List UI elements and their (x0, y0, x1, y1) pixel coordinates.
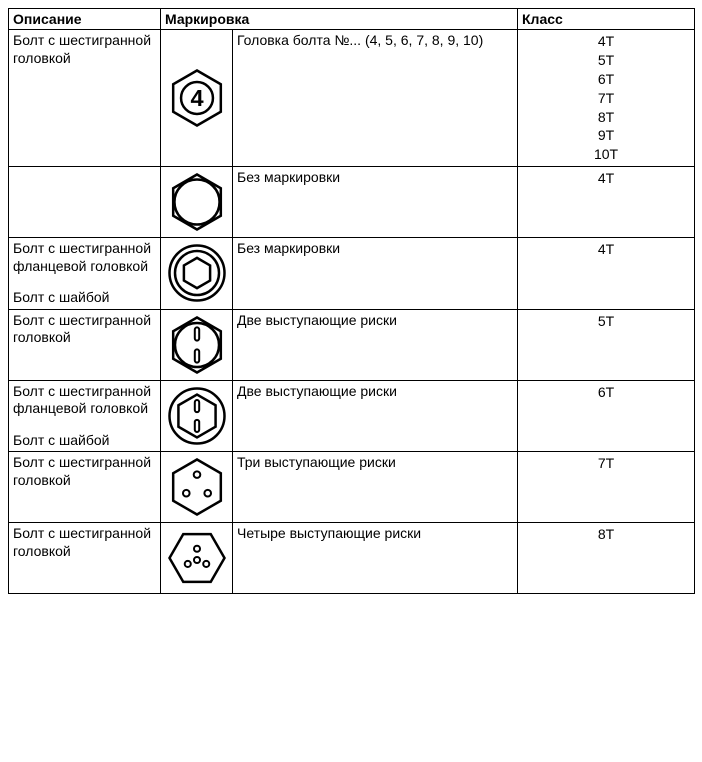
class-value: 8T (522, 525, 690, 544)
marking-cell: Четыре выступающие риски (233, 523, 518, 594)
class-value: 5T (522, 312, 690, 331)
class-value: 4T (522, 169, 690, 188)
svg-text:4: 4 (190, 85, 203, 111)
marking-cell: Три выступающие риски (233, 452, 518, 523)
table-row: Болт с шестигранной фланцевой головкой Бо… (9, 238, 695, 310)
bolt-head-icon (166, 385, 228, 447)
table-body: Болт с шестигранной головкой 4 Головка бол… (9, 30, 695, 594)
description-line: Болт с шайбой (13, 432, 156, 450)
class-value: 6T (522, 70, 690, 89)
table-row: Болт с шестигранной головкой Две выступаю… (9, 309, 695, 380)
description-cell: Болт с шестигранной головкой (9, 452, 161, 523)
description-line (13, 169, 156, 183)
icon-cell (161, 523, 233, 594)
description-line: Болт с шестигранной головкой (13, 525, 156, 560)
description-cell: Болт с шестигранной фланцевой головкой Бо… (9, 380, 161, 452)
class-value: 7T (522, 89, 690, 108)
description-line: Болт с шестигранной головкой (13, 454, 156, 489)
table-row: Болт с шестигранной головкой 4 Головка бол… (9, 30, 695, 167)
header-class: Класс (518, 9, 695, 30)
table-header-row: Описание Маркировка Класс (9, 9, 695, 30)
class-value: 8T (522, 108, 690, 127)
icon-cell (161, 380, 233, 452)
description-line: Болт с шестигранной фланцевой головкой (13, 383, 156, 418)
class-value: 5T (522, 51, 690, 70)
marking-cell: Две выступающие риски (233, 309, 518, 380)
description-line: Болт с шестигранной головкой (13, 312, 156, 347)
class-cell: 7T (518, 452, 695, 523)
description-line: Болт с шестигранной головкой (13, 32, 156, 67)
icon-cell (161, 452, 233, 523)
header-marking: Маркировка (161, 9, 518, 30)
class-value: 10T (522, 145, 690, 164)
bolt-head-icon (166, 314, 228, 376)
marking-cell: Без маркировки (233, 167, 518, 238)
description-cell: Болт с шестигранной головкой (9, 30, 161, 167)
class-cell: 4T (518, 238, 695, 310)
description-line: Болт с шайбой (13, 289, 156, 307)
class-value: 9T (522, 126, 690, 145)
icon-cell (161, 167, 233, 238)
table-row: Болт с шестигранной головкой Четыре высту… (9, 523, 695, 594)
table-row: Болт с шестигранной фланцевой головкой Бо… (9, 380, 695, 452)
description-cell: Болт с шестигранной головкой (9, 309, 161, 380)
bolt-head-icon: 4 (166, 67, 228, 129)
class-value: 6T (522, 383, 690, 402)
class-cell: 4T5T6T7T8T9T10T (518, 30, 695, 167)
description-cell: Болт с шестигранной головкой (9, 523, 161, 594)
class-cell: 8T (518, 523, 695, 594)
description-cell (9, 167, 161, 238)
description-line (13, 418, 156, 432)
bolt-head-icon (166, 171, 228, 233)
class-value: 4T (522, 240, 690, 259)
description-cell: Болт с шестигранной фланцевой головкой Бо… (9, 238, 161, 310)
table-row: Болт с шестигранной головкой Три выступаю… (9, 452, 695, 523)
marking-cell: Головка болта №... (4, 5, 6, 7, 8, 9, 10… (233, 30, 518, 167)
bolt-marking-table: Описание Маркировка Класс Болт с шестигр… (8, 8, 695, 594)
description-line (13, 275, 156, 289)
class-cell: 4T (518, 167, 695, 238)
icon-cell (161, 309, 233, 380)
bolt-head-icon (166, 242, 228, 304)
icon-cell (161, 238, 233, 310)
class-cell: 5T (518, 309, 695, 380)
bolt-head-icon (166, 456, 228, 518)
class-cell: 6T (518, 380, 695, 452)
marking-cell: Без маркировки (233, 238, 518, 310)
icon-cell: 4 (161, 30, 233, 167)
header-description: Описание (9, 9, 161, 30)
description-line: Болт с шестигранной фланцевой головкой (13, 240, 156, 275)
class-value: 7T (522, 454, 690, 473)
table-row: Без маркировки4T (9, 167, 695, 238)
class-value: 4T (522, 32, 690, 51)
marking-cell: Две выступающие риски (233, 380, 518, 452)
bolt-head-icon (166, 527, 228, 589)
